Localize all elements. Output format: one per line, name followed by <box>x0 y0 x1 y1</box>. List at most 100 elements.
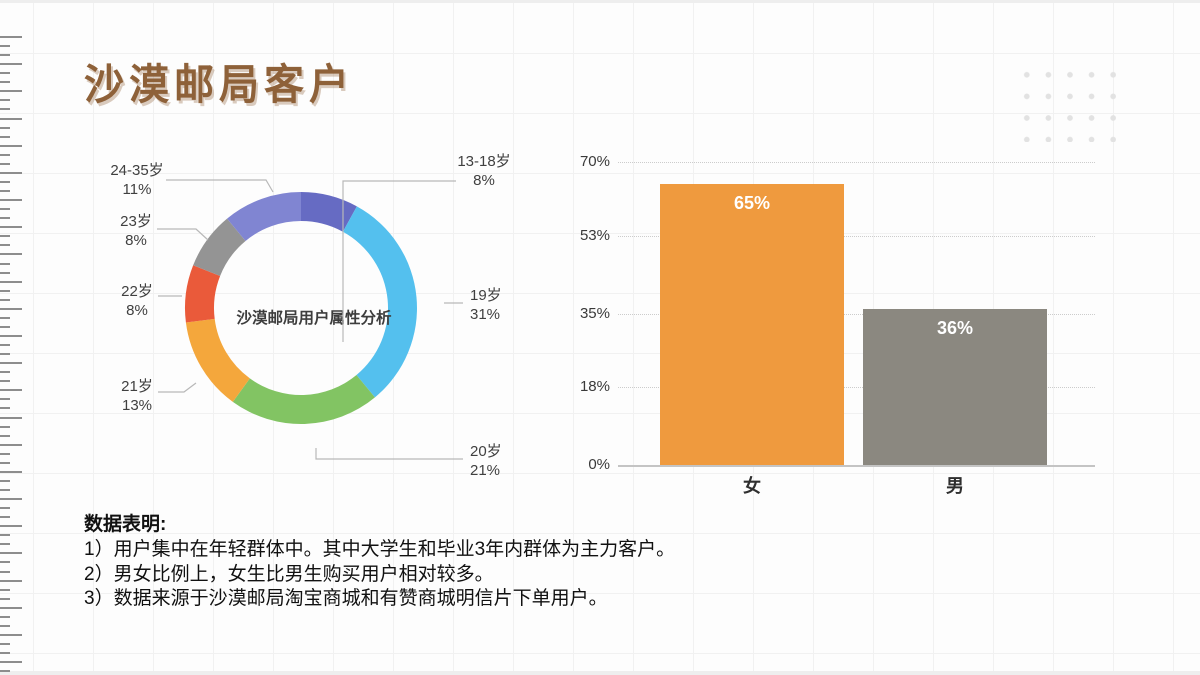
ruler-tick <box>0 217 10 220</box>
ruler-tick <box>0 588 10 591</box>
gridline <box>618 313 1095 315</box>
donut-label-24-35: 24-35岁 11% <box>97 161 177 199</box>
donut-label-value: 8% <box>126 302 148 319</box>
ruler-tick <box>0 552 22 555</box>
ruler-tick <box>0 525 22 528</box>
ruler-tick <box>0 498 22 501</box>
donut-label-value: 8% <box>473 172 495 189</box>
gridline <box>618 387 1095 389</box>
donut-label-text: 23岁 <box>120 213 152 230</box>
ruler-tick <box>0 90 22 93</box>
ruler-tick <box>0 389 22 392</box>
ruler-tick <box>0 289 10 292</box>
ruler-tick <box>0 380 10 383</box>
ruler-tick <box>0 507 10 510</box>
ruler-tick <box>0 307 22 310</box>
ruler-tick <box>0 271 10 274</box>
ruler-tick <box>0 416 22 419</box>
ruler-tick <box>0 45 10 48</box>
ruler-tick <box>0 162 10 165</box>
ruler-tick <box>0 624 10 627</box>
donut-segment-22岁 <box>184 265 221 323</box>
leader-line-24-35 <box>166 179 274 193</box>
ruler-tick <box>0 180 10 183</box>
ruler-tick <box>0 606 22 609</box>
bar-女: 65% <box>660 183 844 465</box>
ruler-tick <box>0 280 22 283</box>
ruler-tick <box>0 670 10 673</box>
ruler-tick <box>0 135 10 138</box>
notes-line-1: 1）用户集中在年轻群体中。其中大学生和毕业3年内群体为主力客户。 <box>84 539 676 560</box>
ruler-tick <box>0 316 10 319</box>
ruler-tick <box>0 253 22 256</box>
donut-segment-19岁 <box>342 206 417 398</box>
y-axis-tick: 70% <box>579 153 610 170</box>
donut-chart <box>184 192 417 425</box>
ruler-tick <box>0 153 10 156</box>
bar-value-label: 36% <box>936 318 974 339</box>
donut-label-22: 22岁 8% <box>97 282 177 320</box>
donut-label-23: 23岁 8% <box>96 212 176 250</box>
donut-label-value: 13% <box>121 397 153 414</box>
ruler-tick <box>0 615 10 618</box>
ruler-tick <box>0 353 10 356</box>
ruler-tick <box>0 452 10 455</box>
donut-label-21: 21岁 13% <box>97 377 177 415</box>
ruler-tick <box>0 362 22 365</box>
bottom-edge-strip <box>0 671 1200 675</box>
bar-男: 36% <box>863 309 1047 465</box>
y-axis-tick: 53% <box>579 226 610 244</box>
ruler-tick <box>0 561 10 564</box>
donut-label-19: 19岁 31% <box>470 286 502 324</box>
ruler-decoration <box>0 0 80 675</box>
donut-label-value: 21% <box>470 462 501 479</box>
ruler-tick <box>0 262 10 265</box>
ruler-tick <box>0 398 10 401</box>
notes-line-3: 3）数据来源于沙漠邮局淘宝商城和有赞商城明信片下单用户。 <box>84 588 608 609</box>
donut-segment-21岁 <box>185 318 250 402</box>
ruler-tick <box>0 661 22 664</box>
ruler-tick <box>0 63 22 66</box>
ruler-tick <box>0 543 10 546</box>
ruler-tick <box>0 244 10 247</box>
gridline <box>618 162 1095 163</box>
top-edge-strip <box>0 0 1200 3</box>
ruler-tick <box>0 344 10 347</box>
donut-segment-23岁 <box>193 218 246 276</box>
page-title: 沙漠邮局客户 <box>84 62 354 109</box>
gridline <box>618 235 1095 237</box>
ruler-tick <box>0 325 10 328</box>
bar-chart: 65% 36% 0% 18% 35% 53% 70% 女 男 <box>560 150 1105 500</box>
ruler-tick <box>0 570 10 573</box>
donut-label-value: 8% <box>125 232 147 249</box>
donut-label-text: 19岁 <box>470 287 502 304</box>
ruler-tick <box>0 479 10 482</box>
ruler-tick <box>0 652 10 655</box>
x-axis-label: 男 <box>946 476 964 496</box>
ruler-tick <box>0 489 10 491</box>
donut-label-20: 20岁 21% <box>470 442 502 480</box>
y-axis-tick: 35% <box>579 304 610 322</box>
donut-label-13-18: 13-18岁 8% <box>444 152 524 190</box>
ruler-tick <box>0 99 10 102</box>
donut-segment-24-35岁 <box>227 192 301 241</box>
ruler-tick <box>0 54 10 57</box>
ruler-tick <box>0 443 22 446</box>
donut-label-text: 20岁 <box>470 443 502 460</box>
ruler-tick <box>0 81 10 84</box>
ruler-tick <box>0 126 10 129</box>
notes-line-2: 2）男女比例上，女生比男生购买用户相对较多。 <box>84 563 494 585</box>
ruler-tick <box>0 407 10 410</box>
ruler-tick <box>0 534 10 537</box>
ruler-tick <box>0 334 22 337</box>
ruler-tick <box>0 633 22 636</box>
ruler-tick <box>0 190 10 193</box>
notes-block: 数据表明: 1）用户集中在年轻群体中。其中大学生和毕业3年内群体为主力客户。 2… <box>84 512 675 612</box>
bar-value-label: 65% <box>733 192 771 213</box>
ruler-tick <box>0 470 22 473</box>
donut-label-text: 21岁 <box>121 378 153 395</box>
ruler-tick <box>0 226 22 229</box>
notes-heading: 数据表明: <box>84 514 167 535</box>
y-axis-tick: 18% <box>579 378 610 396</box>
